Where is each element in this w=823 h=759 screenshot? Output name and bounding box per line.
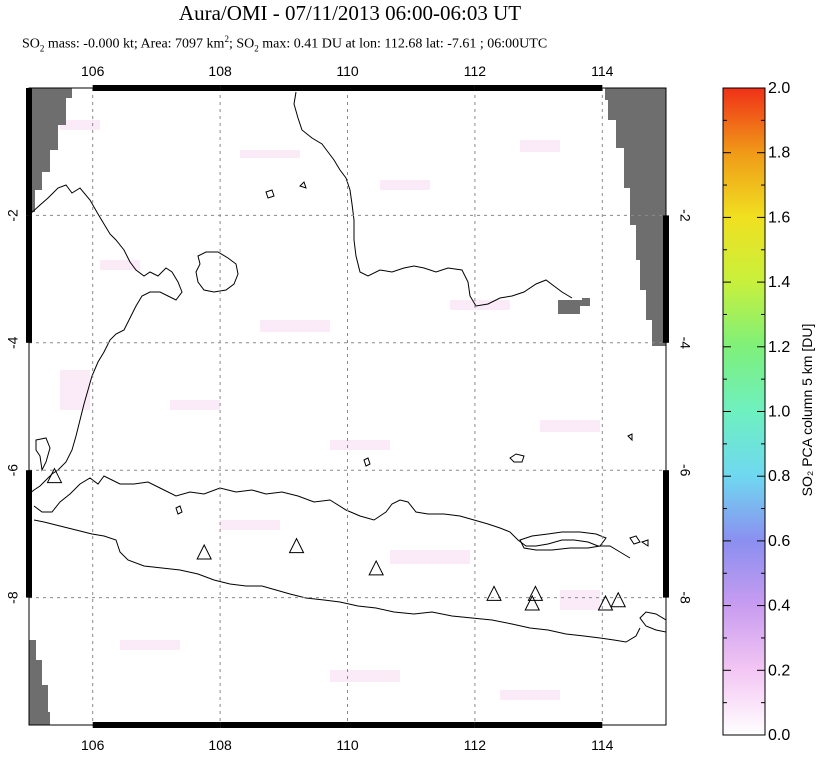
volcano-marker-icon [196, 543, 212, 560]
colorbar-ticks: 0.0 0.2 0.4 0.6 0.8 1.0 1.2 1.4 1.6 1.8 2.0 [723, 80, 790, 744]
lon-tick-label: 110 [336, 63, 359, 79]
volcano-marker-icon [524, 594, 541, 611]
lon-tick-label: 114 [591, 737, 614, 753]
colorbar-tick-label: 1.6 [768, 209, 790, 226]
lat-tick-label: -8 [5, 591, 21, 604]
left-lat-labels: -2 -4 -6 -8 [5, 209, 21, 604]
right-lat-labels: -2 -4 -6 -8 [677, 209, 693, 604]
lat-tick-label: -4 [677, 337, 693, 350]
map-subtitle: SO2 mass: -0.000 kt; Area: 7097 km2; SO2… [22, 34, 548, 54]
volcano-marker-icon [368, 559, 384, 576]
lon-tick-label: 112 [464, 737, 487, 753]
colorbar-label: SO₂ PCA column 5 km [DU] [799, 324, 815, 497]
lon-tick-label: 114 [591, 63, 614, 79]
colorbar-tick-label: 0.8 [768, 468, 790, 485]
volcano-marker-icon [486, 585, 502, 601]
volcano-marker-icon [46, 467, 63, 484]
colorbar-tick-label: 2.0 [768, 80, 790, 97]
coastline-layer [29, 91, 666, 643]
lat-tick-label: -8 [677, 591, 693, 604]
lat-tick-label: -6 [5, 464, 21, 477]
lon-tick-label: 112 [464, 63, 487, 79]
colorbar-tick-label: 1.0 [768, 404, 790, 421]
map-frame [28, 87, 667, 726]
lon-tick-label: 108 [208, 737, 232, 753]
volcano-marker-icon [527, 585, 544, 601]
colorbar-tick-label: 1.8 [768, 145, 790, 162]
lon-tick-label: 110 [336, 737, 359, 753]
volcano-marker-icon [597, 594, 614, 611]
colorbar-tick-label: 1.2 [768, 339, 790, 356]
volcano-marker-icon [610, 591, 627, 608]
lat-tick-label: -2 [677, 209, 693, 222]
volcano-layer [46, 467, 627, 611]
lat-tick-label: -2 [5, 209, 21, 222]
colorbar-tick-label: 0.0 [768, 727, 790, 744]
lon-tick-label: 108 [208, 63, 232, 79]
colorbar-tick-label: 0.4 [768, 598, 790, 615]
lon-tick-label: 106 [81, 737, 105, 753]
lat-tick-label: -6 [677, 464, 693, 477]
colorbar-tick-label: 0.2 [768, 662, 790, 679]
graticule [29, 88, 666, 725]
map-title: Aura/OMI - 07/11/2013 06:00-06:03 UT [178, 1, 522, 25]
no-data-layer [29, 88, 666, 725]
lon-tick-label: 106 [81, 63, 105, 79]
so2-noise-layer [60, 120, 600, 700]
volcano-marker-icon [288, 537, 305, 554]
top-lon-labels: 106 108 110 112 114 [81, 63, 614, 79]
bottom-lon-labels: 106 108 110 112 114 [81, 737, 614, 753]
lat-tick-label: -4 [5, 336, 21, 349]
colorbar-tick-label: 0.6 [768, 533, 790, 550]
colorbar-tick-label: 1.4 [768, 274, 790, 291]
